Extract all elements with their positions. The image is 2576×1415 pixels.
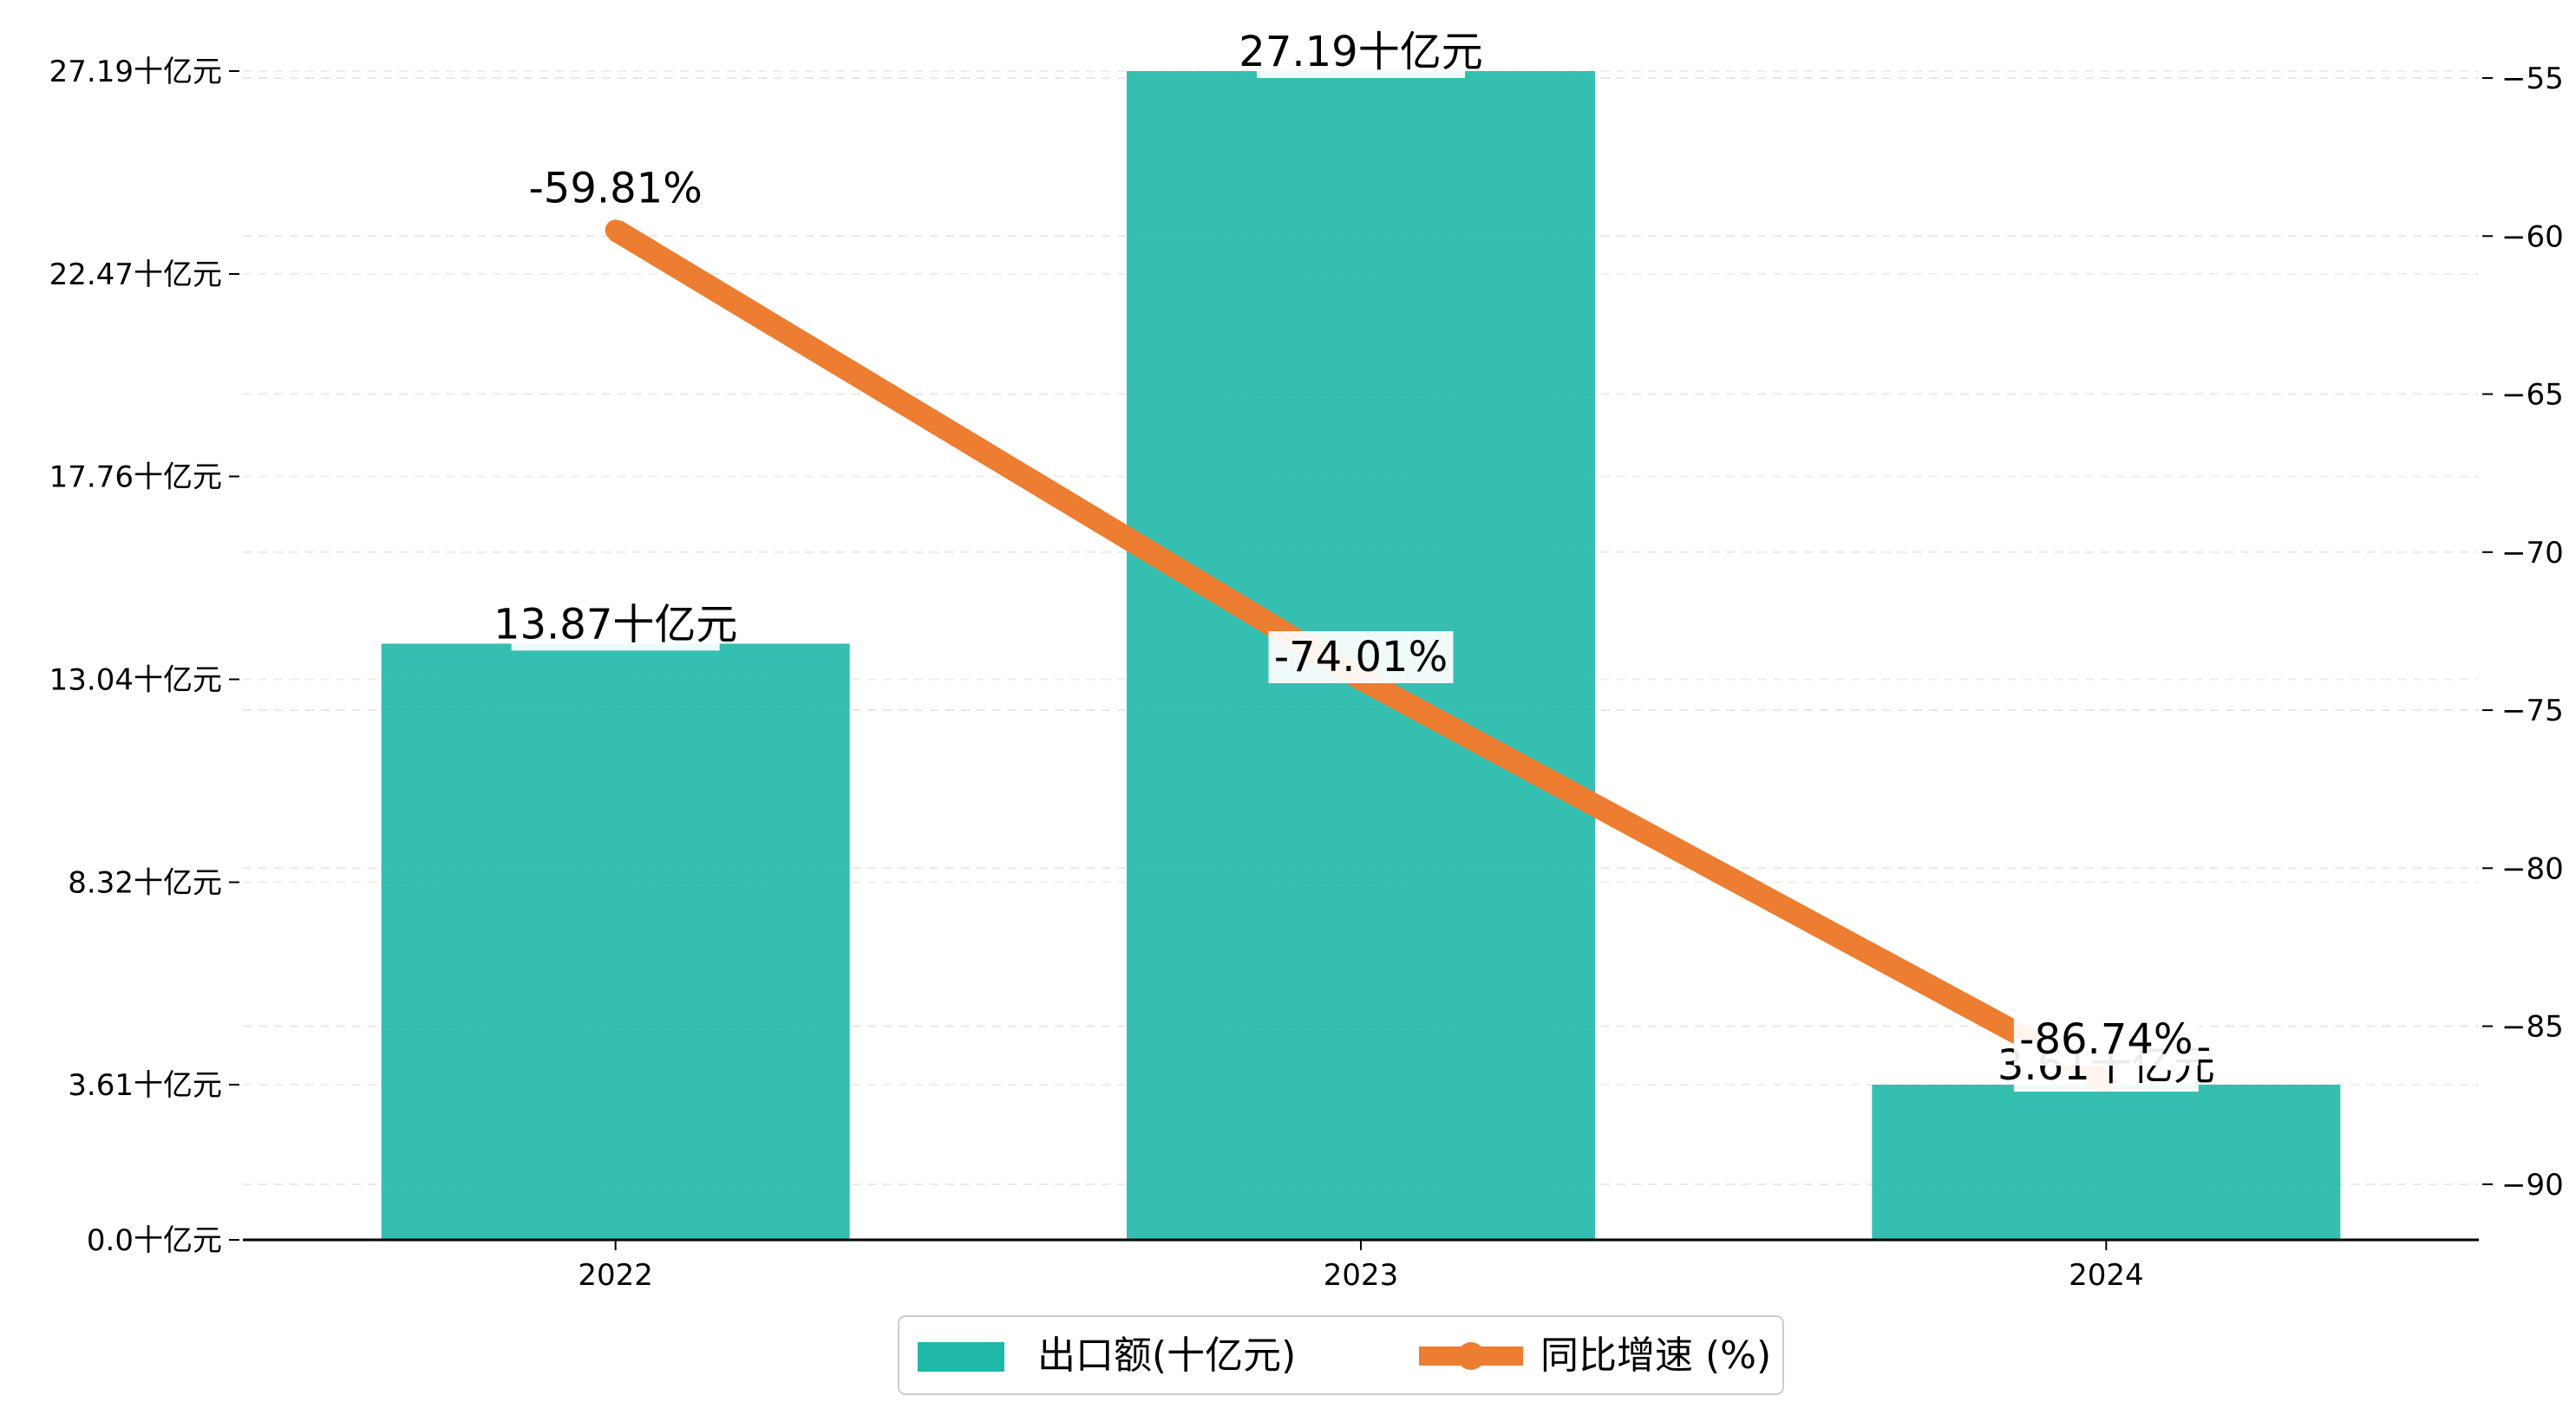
growth-value-label-box: [523, 162, 709, 215]
bar-value-label-group: 27.19十亿元: [1239, 26, 1483, 78]
right-tick-label: −70: [2501, 536, 2564, 571]
left-tick-label: 3.61十亿元: [68, 1068, 222, 1103]
bar-value-label-box: [511, 598, 720, 651]
growth-value-label: -86.74%: [2019, 1015, 2193, 1064]
growth-value-label-group: -59.81%: [523, 162, 709, 215]
grid-layer: [243, 70, 2479, 1185]
growth-value-label-group: -86.74%: [2013, 1014, 2199, 1066]
x-tick-label: 2022: [578, 1258, 653, 1293]
bar-value-label: 27.19十亿元: [1239, 28, 1482, 76]
left-tick-label: 0.0十亿元: [87, 1223, 222, 1258]
growth-value-label-box: [1268, 631, 1454, 683]
growth-value-label-group: -74.01%: [1268, 631, 1454, 683]
right-tick-label: −85: [2501, 1010, 2564, 1045]
bar-2022: [381, 643, 850, 1240]
bar-value-label-group: 13.87十亿元: [494, 598, 737, 651]
right-tick-label: −60: [2501, 219, 2564, 254]
growth-value-label: -74.01%: [1274, 633, 1448, 681]
growth-rate-point-2022: [605, 219, 626, 241]
legend-swatch-marker: [1457, 1342, 1485, 1370]
legend-label-line: 同比增速 (%): [1540, 1333, 1771, 1378]
legend-box: [898, 1315, 1784, 1395]
right-tick-label: −65: [2501, 378, 2564, 413]
x-tick-label: 2024: [2069, 1258, 2144, 1293]
left-tick-label: 8.32十亿元: [68, 866, 222, 901]
growth-value-label: -59.81%: [528, 164, 702, 212]
bar-value-label-box: [1257, 26, 1465, 78]
growth-value-label-box: [2013, 1014, 2199, 1066]
right-tick-label: −90: [2501, 1168, 2564, 1203]
bar-2024: [1872, 1085, 2341, 1240]
legend-swatch-bar: [918, 1342, 1004, 1372]
left-tick-label: 17.76十亿元: [49, 460, 222, 495]
legend-label-bar: 出口额(十亿元): [1037, 1333, 1296, 1378]
axis-layer: 2022 2023 2024 0.0十亿元 3.61十亿元 8.32十亿元 13.04十亿元…: [49, 55, 2564, 1293]
right-tick-label: −75: [2501, 694, 2564, 728]
label-layer: 13.87十亿元27.19十亿元3.61十亿元-59.81%-74.01%-86…: [494, 26, 2215, 1092]
right-tick-label: −55: [2501, 62, 2564, 96]
left-tick-label: 27.19十亿元: [49, 55, 222, 89]
left-tick-label: 13.04十亿元: [49, 663, 222, 698]
right-tick-label: −80: [2501, 851, 2564, 886]
bar-layer: [381, 71, 2341, 1240]
legend: 出口额(十亿元) 同比增速 (%): [898, 1315, 1784, 1395]
left-tick-label: 22.47十亿元: [49, 258, 222, 292]
bar-value-label: 13.87十亿元: [494, 600, 737, 649]
x-tick-label: 2023: [1324, 1258, 1399, 1293]
